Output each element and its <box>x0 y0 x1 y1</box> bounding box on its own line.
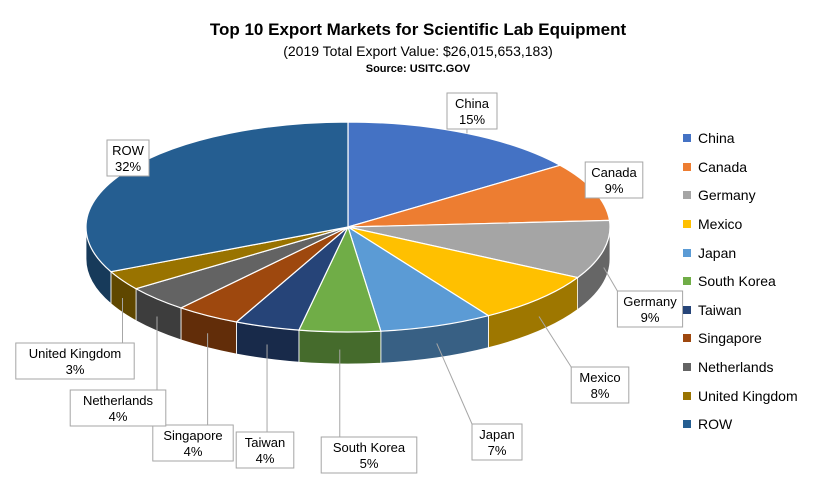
label-leader-line <box>603 267 618 292</box>
legend-item-canada: Canada <box>683 153 798 182</box>
data-label-value: 9% <box>605 181 624 196</box>
legend-item-netherlands: Netherlands <box>683 353 798 382</box>
data-label-category: Singapore <box>163 428 222 443</box>
pie-slice-china <box>347 121 562 228</box>
legend-label: South Korea <box>698 273 776 290</box>
legend-label: Japan <box>698 244 737 261</box>
data-label-category: South Korea <box>333 440 406 455</box>
legend-label: ROW <box>698 416 733 433</box>
legend-label: United Kingdom <box>698 387 798 404</box>
data-label-box <box>446 92 498 130</box>
data-label-box <box>152 424 234 462</box>
data-label-box <box>616 290 684 328</box>
data-label-value: 3% <box>66 362 85 377</box>
chart-legend: China Canada Germany Mexico Japan South Korea… <box>683 124 798 439</box>
data-label-category: Taiwan <box>245 435 285 450</box>
legend-swatch <box>683 191 691 200</box>
chart-source: Source: USITC.GOV <box>365 63 471 75</box>
chart-title: Top 10 Export Markets for Scientific Lab… <box>209 20 627 39</box>
data-label-category: Netherlands <box>83 393 154 408</box>
legend-item-taiwan: Taiwan <box>683 296 798 325</box>
data-label-box <box>570 366 630 404</box>
legend-label: Mexico <box>698 216 743 233</box>
data-labels: China15%Canada9%Germany9%Mexico8%Japan7%… <box>15 92 684 474</box>
legend-swatch <box>683 220 691 229</box>
legend-swatch <box>683 391 691 400</box>
data-label-box <box>15 342 135 380</box>
legend-label: Germany <box>698 187 756 204</box>
data-label-box <box>584 161 644 199</box>
legend-item-china: China <box>683 124 798 153</box>
legend-item-singapore: Singapore <box>683 324 798 353</box>
label-leader-line <box>436 343 473 425</box>
data-label-category: Japan <box>479 427 514 442</box>
pie-slice-mexico <box>347 226 580 317</box>
data-label-value: 4% <box>184 444 203 459</box>
data-label-value: 4% <box>109 409 128 424</box>
data-label-category: United Kingdom <box>29 346 122 361</box>
pie-top <box>85 121 611 333</box>
legend-label: Taiwan <box>698 301 742 318</box>
data-label-value: 8% <box>591 386 610 401</box>
data-label-box <box>320 436 418 474</box>
data-label-value: 5% <box>360 456 379 471</box>
pie-slice-germany <box>347 219 611 279</box>
legend-label: Singapore <box>698 330 762 347</box>
data-label-category: China <box>455 96 490 111</box>
data-label-box <box>235 431 295 469</box>
legend-swatch <box>683 305 691 314</box>
data-label-value: 32% <box>115 159 141 174</box>
legend-item-germany: Germany <box>683 181 798 210</box>
data-label-box <box>106 139 150 177</box>
data-label-category: ROW <box>112 143 145 158</box>
data-label-box <box>69 389 167 427</box>
legend-item-row: ROW <box>683 410 798 439</box>
data-label-value: 9% <box>641 310 660 325</box>
legend-label: Canada <box>698 158 748 175</box>
legend-swatch <box>683 363 691 372</box>
legend-label: China <box>698 130 735 147</box>
label-leader-line <box>538 316 572 368</box>
legend-swatch <box>683 277 691 286</box>
legend-item-south-korea: South Korea <box>683 267 798 296</box>
legend-swatch <box>683 162 691 171</box>
legend-swatch <box>683 334 691 343</box>
legend-label: Netherlands <box>698 359 774 376</box>
data-label-category: Germany <box>623 294 677 309</box>
legend-item-united-kingdom: United Kingdom <box>683 381 798 410</box>
pie-slice-japan <box>346 225 490 332</box>
data-label-value: 4% <box>256 451 275 466</box>
data-label-box <box>471 423 523 461</box>
legend-item-japan: Japan <box>683 238 798 267</box>
legend-item-mexico: Mexico <box>683 210 798 239</box>
data-label-category: Canada <box>591 165 637 180</box>
data-label-value: 15% <box>459 112 485 127</box>
data-label-value: 7% <box>488 443 507 458</box>
chart-subtitle: (2019 Total Export Value: $26,015,653,18… <box>283 43 553 59</box>
pie-side-walls <box>85 226 611 365</box>
legend-swatch <box>683 248 691 257</box>
data-label-category: Mexico <box>579 370 620 385</box>
legend-swatch <box>683 134 691 143</box>
legend-swatch <box>683 420 691 429</box>
